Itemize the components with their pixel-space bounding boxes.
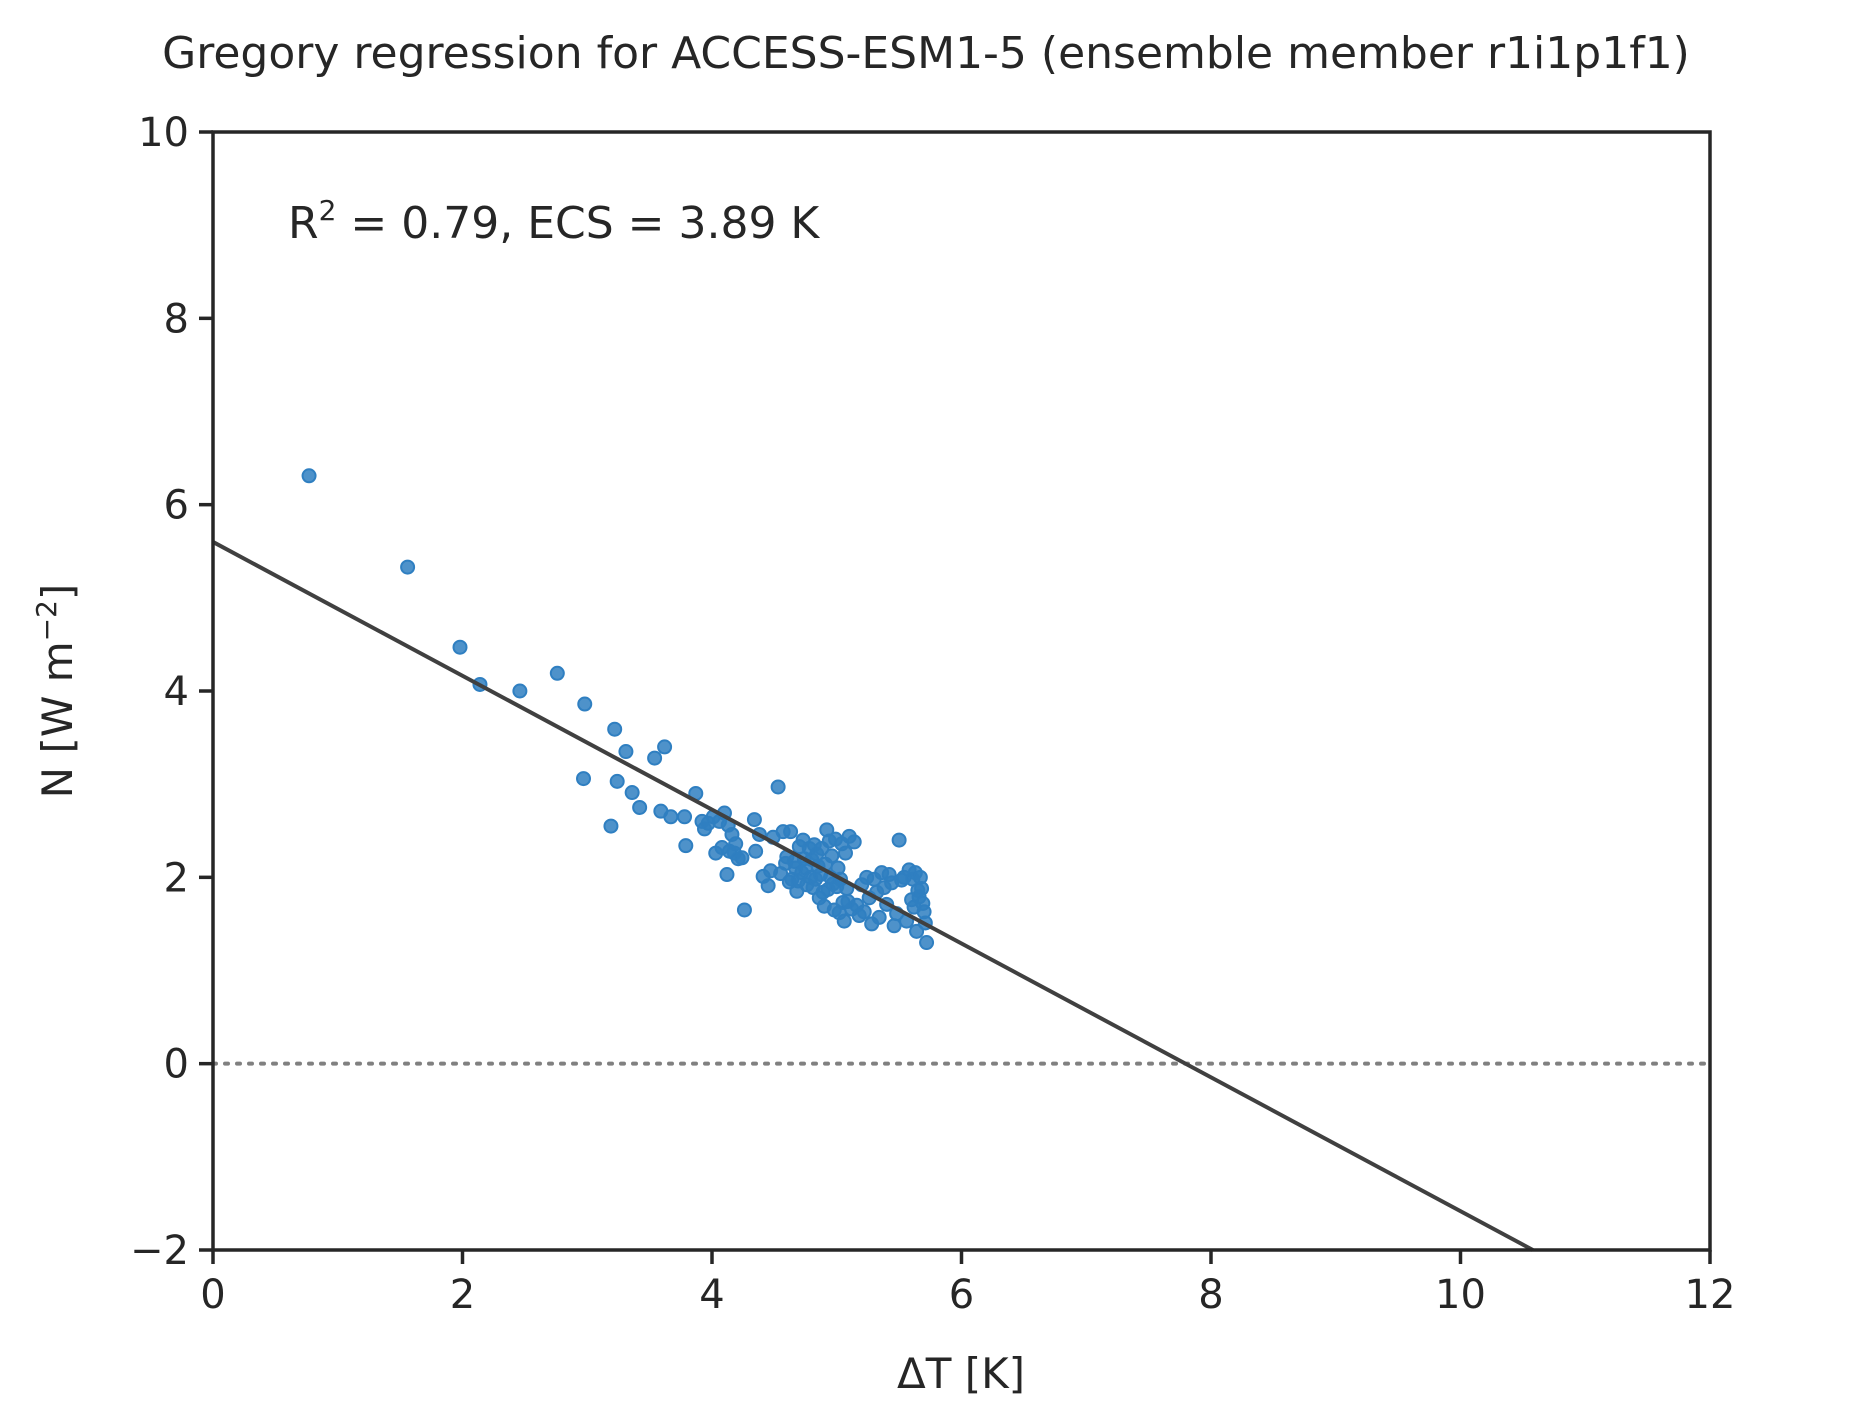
data-point — [624, 785, 640, 801]
data-point — [512, 683, 528, 699]
x-axis-ticks: 0 2 4 6 8 10 12 — [200, 1250, 1735, 1318]
y-tick-label: 10 — [138, 110, 189, 156]
data-point — [400, 559, 416, 575]
data-point — [736, 902, 752, 918]
x-tick-label: 4 — [699, 1272, 724, 1318]
data-point — [748, 843, 764, 859]
data-point — [891, 832, 907, 848]
y-tick-label: 2 — [164, 855, 189, 901]
annotation-superscript: 2 — [319, 194, 337, 227]
data-point — [549, 665, 565, 681]
data-point — [577, 696, 593, 712]
data-point — [783, 824, 799, 840]
data-point — [824, 848, 840, 864]
y-label-suffix: ] — [33, 584, 82, 600]
data-point — [837, 845, 853, 861]
data-point — [770, 779, 786, 795]
y-axis-label: N [W m−2] — [30, 584, 82, 799]
data-point — [618, 744, 634, 760]
data-point — [609, 773, 625, 789]
x-tick-label: 10 — [1435, 1272, 1486, 1318]
plot-area — [211, 468, 1712, 1252]
y-label-superscript: −2 — [30, 600, 63, 641]
x-tick-label: 6 — [949, 1272, 974, 1318]
data-point — [603, 818, 619, 834]
x-axis-label: ΔT [K] — [897, 1349, 1025, 1398]
y-tick-label: 0 — [164, 1042, 189, 1088]
data-point — [301, 468, 317, 484]
data-point — [576, 771, 592, 787]
chart-title: Gregory regression for ACCESS-ESM1-5 (en… — [162, 28, 1690, 79]
data-point — [871, 909, 887, 925]
data-point — [734, 850, 750, 866]
x-tick-label: 12 — [1685, 1272, 1736, 1318]
data-point — [647, 750, 663, 766]
x-tick-label: 8 — [1198, 1272, 1223, 1318]
data-point — [886, 918, 902, 934]
y-label-prefix: N [W m — [33, 641, 82, 798]
data-point — [746, 812, 762, 828]
data-point — [663, 809, 679, 825]
x-tick-label: 0 — [200, 1272, 225, 1318]
data-point — [452, 639, 468, 655]
annotation-prefix: R — [288, 198, 319, 249]
data-point — [678, 838, 694, 854]
data-point — [719, 867, 735, 883]
data-point — [919, 935, 935, 951]
y-axis-ticks: −2 0 2 4 6 8 10 — [130, 110, 213, 1274]
data-point — [760, 878, 776, 894]
data-point — [632, 799, 648, 815]
data-point — [856, 904, 872, 920]
regression-line — [212, 540, 1534, 1252]
data-point — [677, 809, 693, 825]
data-point — [846, 834, 862, 850]
data-point — [836, 913, 852, 929]
data-point — [909, 923, 925, 939]
data-point — [914, 881, 930, 897]
y-tick-label: 4 — [164, 669, 189, 715]
annotation-suffix: = 0.79, ECS = 3.89 K — [336, 198, 820, 249]
y-tick-label: 6 — [164, 483, 189, 529]
regression-annotation: R2 = 0.79, ECS = 3.89 K — [288, 194, 820, 249]
data-point — [607, 721, 623, 737]
plot-frame — [211, 130, 1712, 1252]
x-tick-label: 2 — [450, 1272, 475, 1318]
data-point — [728, 836, 744, 852]
y-tick-label: −2 — [130, 1228, 189, 1274]
data-point — [657, 739, 673, 755]
y-tick-label: 8 — [164, 296, 189, 342]
